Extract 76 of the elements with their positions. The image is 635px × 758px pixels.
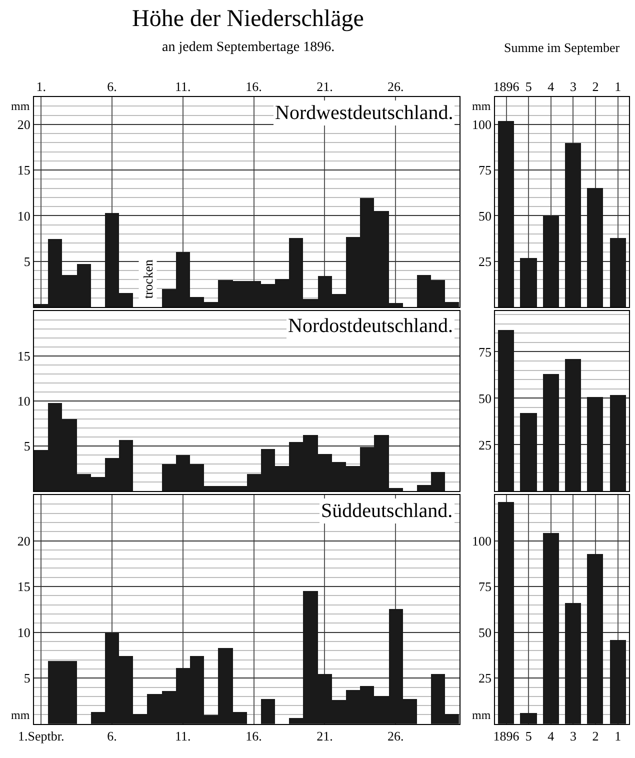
y-tick-label: 100 bbox=[472, 116, 492, 132]
y-tick-label: 100 bbox=[472, 533, 492, 548]
bar bbox=[610, 640, 626, 724]
chart-title: Höhe der Niederschläge bbox=[132, 6, 364, 32]
y-tick-label: 10 bbox=[17, 208, 30, 224]
bar bbox=[587, 554, 604, 724]
annotation: Nordostdeutschland. bbox=[288, 315, 453, 337]
x-tick-label: 16. bbox=[246, 78, 262, 94]
x-tick-label: 5 bbox=[525, 78, 532, 94]
bar bbox=[565, 143, 582, 307]
x-tick-label: 4 bbox=[548, 78, 555, 94]
y-tick-label: 25 bbox=[478, 437, 492, 452]
x-tick-label: 6. bbox=[107, 78, 117, 94]
bar bbox=[610, 394, 626, 491]
bar bbox=[587, 188, 604, 307]
bar bbox=[565, 602, 582, 724]
bar bbox=[520, 712, 538, 724]
bar bbox=[498, 502, 514, 724]
x-tick-label: 26. bbox=[387, 78, 404, 94]
x-tick-label: 11. bbox=[175, 728, 191, 744]
bar bbox=[543, 216, 560, 307]
y-tick-label: 75 bbox=[478, 162, 492, 178]
y-tick-label: 75 bbox=[478, 344, 492, 360]
x-tick-label: 5 bbox=[525, 728, 532, 744]
x-tick-label: 3 bbox=[570, 78, 576, 94]
y-axis-title: mm bbox=[11, 99, 30, 113]
bar bbox=[565, 358, 582, 491]
x-tick-label: 2 bbox=[592, 78, 599, 94]
x-tick-label: 16. bbox=[246, 728, 262, 744]
x-tick-label: 1896 bbox=[493, 728, 520, 744]
bar bbox=[261, 698, 275, 724]
y-tick-label: 75 bbox=[478, 579, 492, 594]
bar bbox=[520, 412, 538, 491]
y-tick-label: 50 bbox=[478, 390, 492, 406]
bar bbox=[543, 374, 560, 491]
annotation: Süddeutschland. bbox=[321, 500, 453, 522]
bar bbox=[498, 121, 514, 307]
y-tick-label: 50 bbox=[478, 624, 492, 640]
x-tick-label: 11. bbox=[175, 78, 191, 94]
chart-subtitle: an jedem Septembertage 1896. bbox=[162, 40, 335, 55]
y-tick-label: 25 bbox=[478, 254, 492, 269]
y-axis-title: mm bbox=[11, 708, 30, 722]
bar bbox=[610, 238, 626, 307]
y-tick-label: 15 bbox=[17, 348, 30, 364]
x-tick-label: 1.Septbr. bbox=[18, 728, 64, 744]
x-tick-label: 1. bbox=[36, 78, 46, 94]
y-tick-label: 50 bbox=[478, 208, 492, 224]
x-tick-label: 1 bbox=[614, 78, 622, 94]
x-tick-label: 2 bbox=[592, 728, 599, 744]
x-tick-label: 3 bbox=[570, 728, 576, 744]
x-tick-label: 1896 bbox=[493, 78, 520, 94]
y-tick-label: 10 bbox=[17, 624, 30, 640]
x-tick-label: 1 bbox=[614, 728, 622, 744]
x-tick-label: 4 bbox=[548, 728, 555, 744]
y-tick-label: 25 bbox=[478, 670, 492, 686]
x-tick-label: 6. bbox=[107, 728, 117, 744]
y-tick-label: 20 bbox=[17, 116, 30, 132]
y-tick-label: 5 bbox=[24, 670, 30, 686]
y-axis-title: mm bbox=[472, 708, 492, 722]
y-tick-label: 5 bbox=[24, 254, 30, 269]
bar bbox=[520, 258, 538, 307]
bar bbox=[498, 330, 514, 491]
annotation: Nordwestdeutschland. bbox=[275, 102, 454, 124]
y-tick-label: 15 bbox=[17, 579, 30, 594]
x-tick-label: 21. bbox=[316, 728, 333, 744]
annotation: trocken bbox=[140, 259, 156, 299]
y-tick-label: 15 bbox=[17, 162, 30, 178]
bar bbox=[543, 532, 560, 724]
y-axis-title: mm bbox=[472, 99, 492, 113]
chart-title: Summe im September bbox=[504, 40, 620, 55]
y-tick-label: 5 bbox=[24, 438, 30, 454]
x-tick-label: 21. bbox=[316, 78, 333, 94]
bar bbox=[587, 396, 604, 491]
y-tick-label: 20 bbox=[17, 533, 30, 548]
x-tick-label: 26. bbox=[387, 728, 404, 744]
y-tick-label: 10 bbox=[17, 394, 30, 409]
